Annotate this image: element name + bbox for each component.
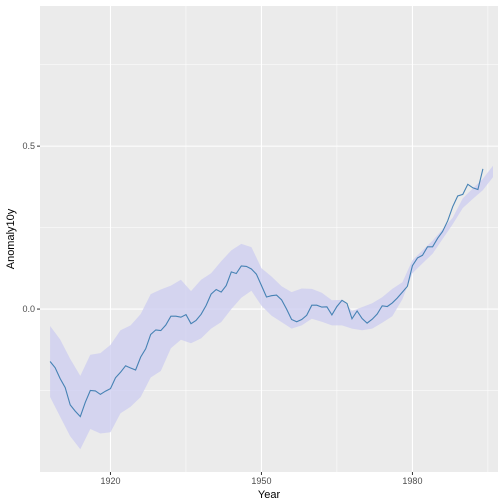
x-tick-label: 1980: [402, 476, 422, 486]
y-axis-ticks: 0.0 0.5: [22, 141, 40, 314]
confidence-ribbon: [50, 165, 493, 450]
x-axis-ticks: 1920 1950 1980: [100, 472, 422, 486]
y-axis-title: Anomaly10y: [5, 208, 17, 269]
x-axis-title: Year: [258, 489, 281, 501]
y-tick-label: 0.0: [22, 304, 35, 314]
series-line: [49, 168, 484, 418]
x-tick-label: 1920: [100, 476, 120, 486]
y-tick-label: 0.5: [22, 141, 35, 151]
x-tick-label: 1950: [251, 476, 271, 486]
